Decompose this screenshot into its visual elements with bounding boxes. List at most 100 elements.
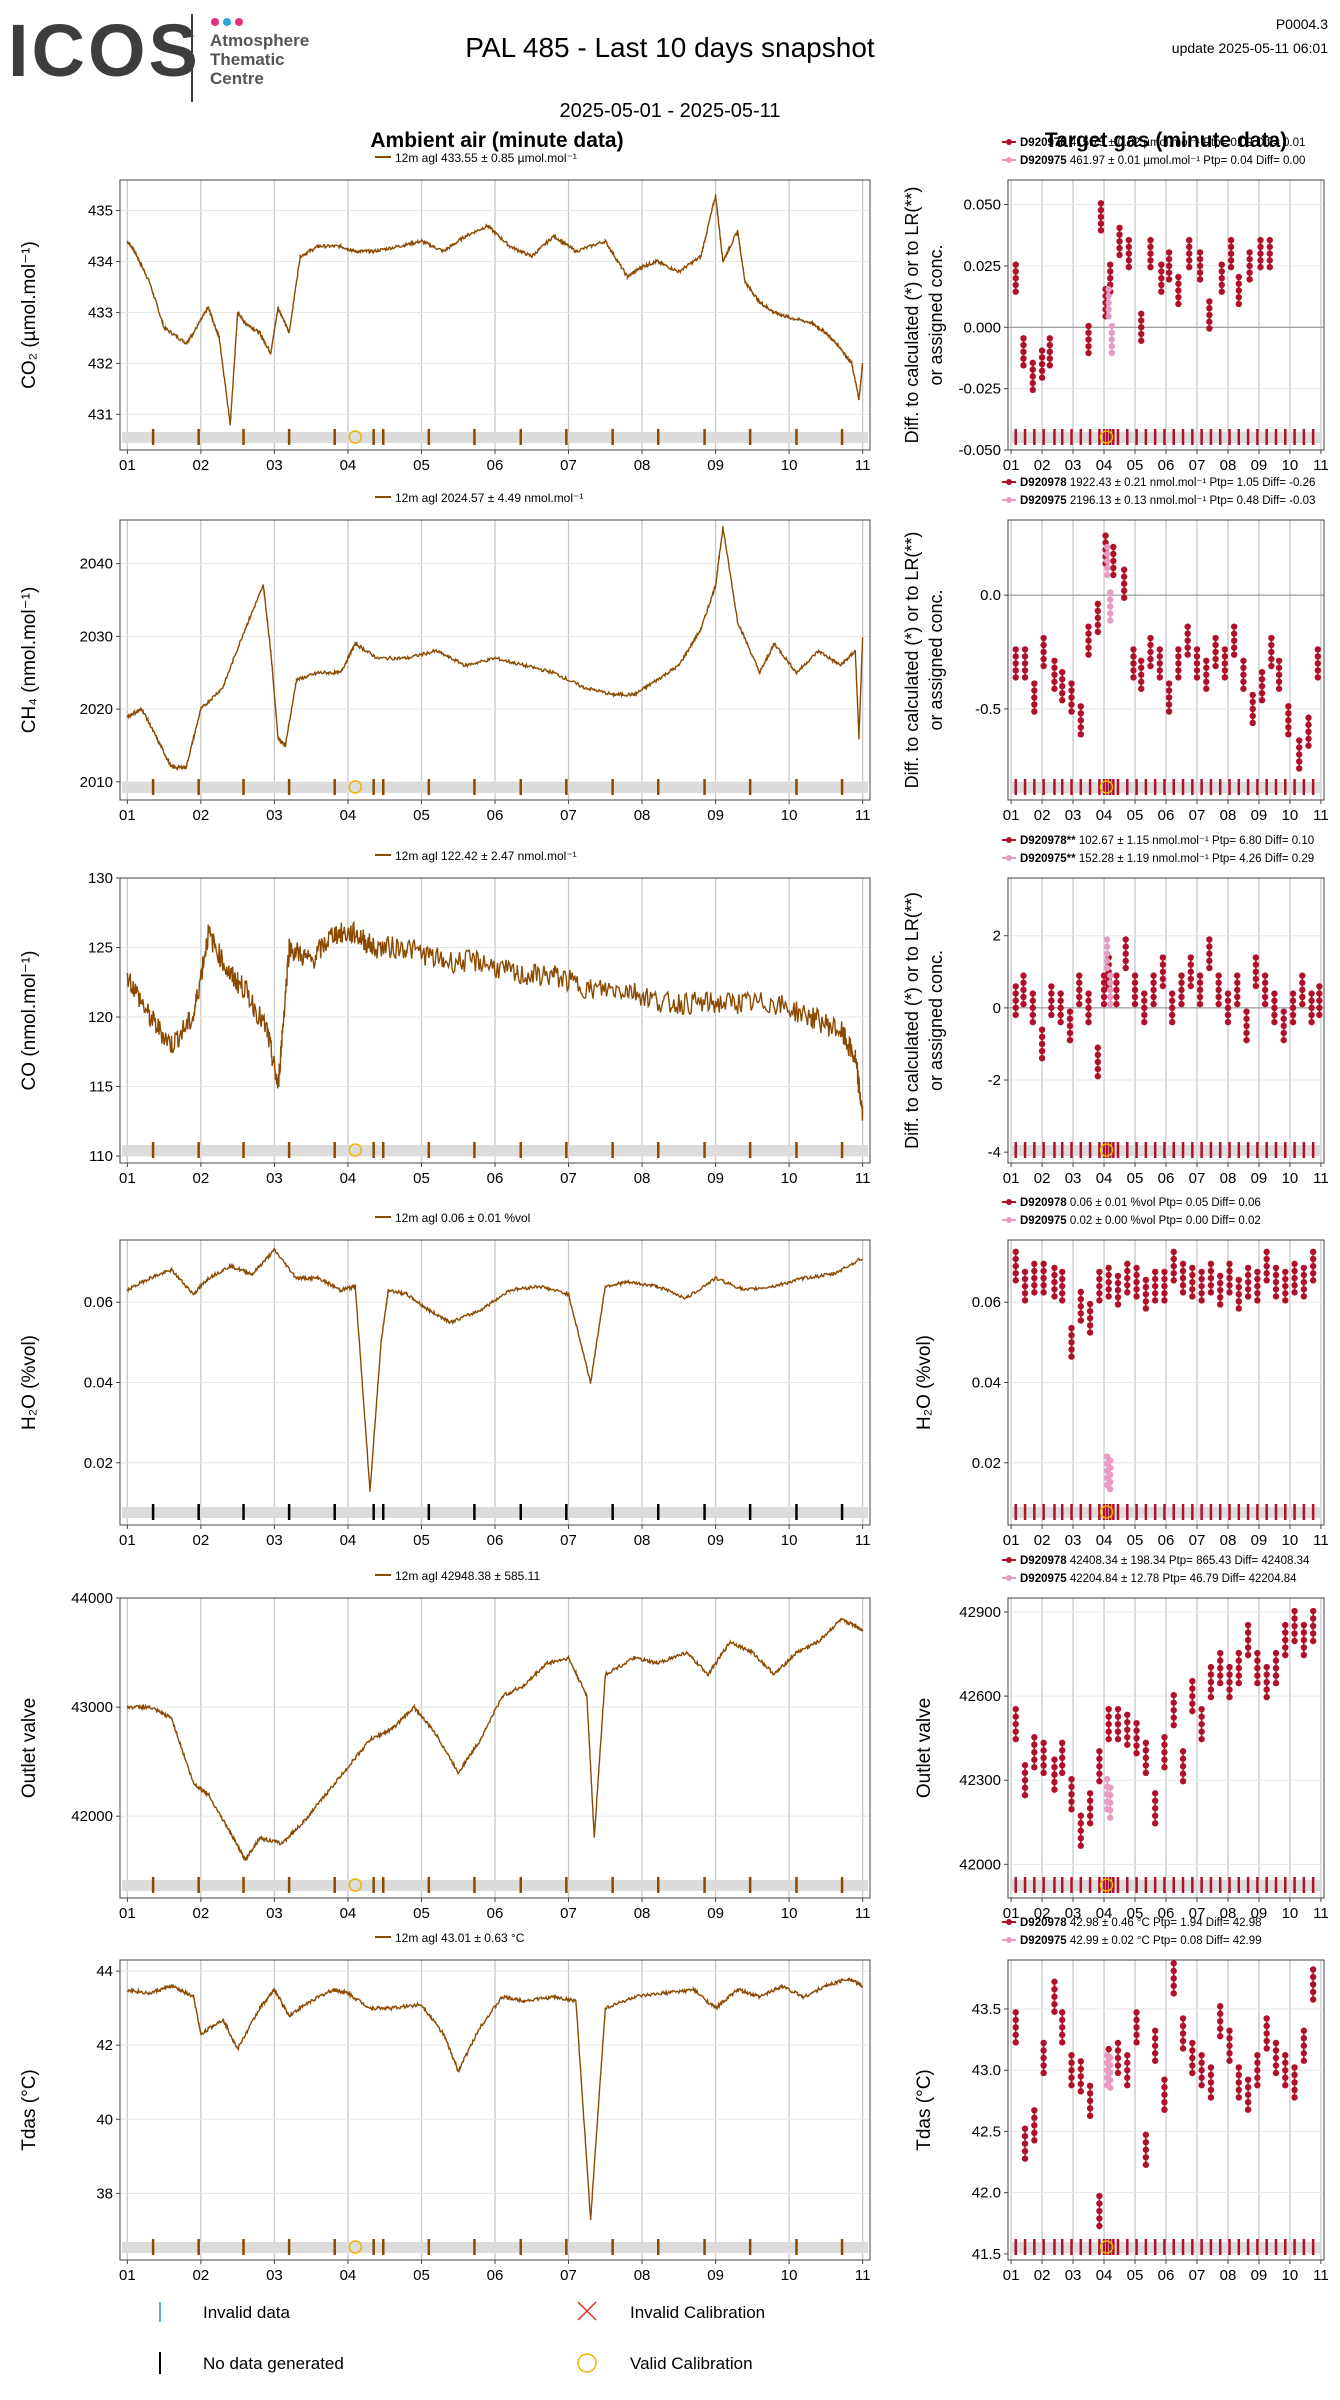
data-point	[1161, 1749, 1168, 1756]
data-point	[1226, 1282, 1233, 1289]
data-point	[1179, 2030, 1187, 2037]
data-point	[1291, 1267, 1298, 1275]
data-point	[1221, 653, 1229, 660]
data-point	[1040, 1282, 1047, 1289]
data-point	[1107, 2084, 1114, 2091]
data-point	[1218, 274, 1225, 282]
data-point	[1103, 550, 1111, 558]
data-point	[1189, 2039, 1196, 2047]
data-point	[1012, 1713, 1019, 1720]
data-point	[1159, 975, 1167, 983]
data-point	[1170, 1967, 1177, 1975]
ambient-chart-0: 01 02 03 04 05 06 07 08 09 10 11 431 432 433 434 435 CO₂…	[19, 151, 871, 474]
data-point	[1021, 1275, 1029, 1283]
data-point	[1103, 557, 1111, 565]
data-point	[1227, 236, 1235, 244]
data-point	[1244, 2076, 1252, 2083]
data-point	[1198, 2082, 1205, 2089]
data-point	[1235, 273, 1243, 281]
data-point	[1040, 1747, 1047, 1754]
data-point	[1291, 1622, 1298, 1630]
data-point	[1020, 972, 1027, 979]
data-point	[1291, 2086, 1298, 2094]
data-point	[1161, 2076, 1168, 2083]
data-point	[1263, 1262, 1270, 1270]
y-axis-label: Diff. to calculated (*) or to LR(**) or a…	[902, 187, 946, 444]
data-point	[1085, 630, 1092, 637]
data-point	[1186, 243, 1193, 251]
data-point	[1131, 979, 1139, 986]
data-point	[1040, 655, 1047, 663]
data-point	[1147, 236, 1154, 244]
data-point	[1103, 957, 1111, 965]
data-point	[1012, 2009, 1019, 2016]
data-point	[1206, 950, 1213, 957]
x-tick-label: 11	[1313, 1905, 1329, 1922]
data-point	[1077, 1303, 1085, 1310]
data-point	[1012, 1004, 1019, 1011]
data-point	[1314, 674, 1322, 681]
data-point	[1038, 1047, 1046, 1055]
data-point	[1114, 1272, 1122, 1280]
data-point	[1138, 671, 1145, 678]
data-point	[1254, 1290, 1261, 1297]
data-point	[1151, 1297, 1159, 1304]
data-point	[1040, 1754, 1047, 1762]
y-tick-label: 0.025	[963, 258, 1001, 275]
y-tick-label: 120	[88, 1009, 113, 1026]
data-point	[1107, 1806, 1114, 1814]
data-point	[1138, 678, 1145, 685]
data-point	[1300, 1264, 1308, 1272]
data-point	[1299, 979, 1306, 986]
x-tick-label: 11	[1313, 1532, 1329, 1549]
x-tick-label: 03	[1065, 1905, 1082, 1922]
x-tick-label: 07	[1189, 2267, 1206, 2284]
data-point	[1048, 1004, 1055, 1011]
data-point	[1314, 660, 1322, 667]
data-point	[1189, 1677, 1196, 1685]
data-point	[1196, 986, 1204, 994]
data-point	[1249, 719, 1256, 727]
data-point	[1086, 2090, 1094, 2097]
data-point	[1122, 943, 1129, 950]
logo-divider	[191, 14, 193, 102]
data-point	[1124, 2067, 1131, 2074]
data-point	[1179, 2037, 1187, 2045]
data-point	[1243, 1029, 1250, 1037]
y-tick-label: 0.06	[84, 1294, 113, 1311]
data-point	[1040, 2047, 1047, 2054]
x-tick-label: 11	[855, 2267, 871, 2284]
data-point	[1178, 979, 1185, 986]
data-point	[1046, 355, 1054, 362]
data-point	[1068, 701, 1075, 708]
data-point	[1012, 281, 1019, 289]
data-point	[1077, 2058, 1085, 2065]
x-tick-label: 10	[781, 807, 798, 824]
data-point	[1107, 972, 1114, 979]
data-point	[1243, 1022, 1250, 1030]
x-tick-label: 02	[193, 457, 210, 474]
data-point	[1116, 231, 1123, 238]
data-point	[1186, 257, 1193, 264]
flag-band	[122, 782, 868, 793]
data-point	[1189, 2047, 1196, 2054]
data-point	[1031, 2122, 1038, 2129]
data-point	[1305, 714, 1312, 721]
data-point	[1021, 1769, 1029, 1776]
y-tick-label: 125	[88, 940, 113, 957]
data-point	[1038, 354, 1046, 361]
legend-label: D920975 2196.13 ± 0.13 nmol.mol⁻¹ Ptp= 0…	[1020, 495, 1315, 507]
data-point	[1107, 2061, 1114, 2069]
data-point	[1051, 2001, 1058, 2008]
data-point	[1105, 306, 1112, 313]
data-point	[1316, 997, 1323, 1004]
x-tick-label: 02	[193, 1532, 210, 1549]
data-point	[1150, 972, 1157, 979]
data-point	[1012, 261, 1019, 268]
data-point	[1085, 644, 1092, 651]
y-tick-label: -0.050	[958, 442, 1001, 459]
valid-calibration-marker	[348, 430, 363, 444]
x-tick-label: 05	[413, 2267, 430, 2284]
data-point	[1196, 249, 1204, 256]
data-point	[1193, 660, 1201, 667]
